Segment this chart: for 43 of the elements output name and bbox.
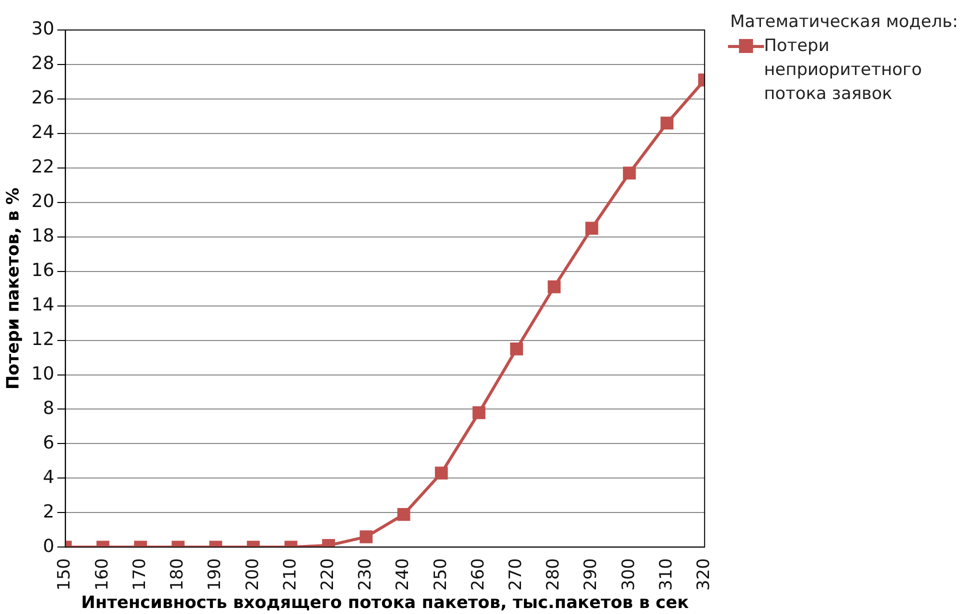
x-tick-label: 240 — [393, 558, 414, 591]
x-tick-label: 180 — [168, 558, 188, 591]
x-tick-label: 220 — [318, 558, 338, 591]
x-tick-label: 260 — [468, 558, 488, 591]
y-axis-title: Потери пакетов, в % — [4, 188, 24, 390]
x-tick-label: 190 — [205, 558, 226, 591]
y-tick-label: 4 — [42, 466, 54, 488]
legend-label: Потери неприоритетного потока заявок — [764, 35, 923, 106]
y-tick-label: 14 — [31, 294, 54, 316]
x-tick-label: 290 — [581, 558, 602, 591]
y-tick-label: 26 — [31, 88, 54, 109]
x-tick-label: 280 — [544, 558, 564, 591]
point — [622, 166, 636, 180]
y-tick-label: 22 — [31, 156, 54, 178]
x-tick-label: 310 — [656, 558, 676, 591]
point — [510, 342, 524, 356]
x-tick-label: 300 — [618, 558, 639, 591]
y-tick-label: 18 — [31, 226, 54, 247]
point — [548, 280, 561, 294]
x-axis-title: Интенсивность входящего потока пакетов, тыс.пакетов в сек — [81, 593, 690, 614]
y-tick-label: 6 — [42, 432, 54, 454]
x-tick-label: 150 — [54, 558, 75, 591]
x-tick-label: 170 — [130, 558, 150, 591]
x-tick-label: 160 — [92, 558, 112, 591]
y-tick-label: 28 — [31, 53, 54, 74]
legend-title: Математическая модель: — [729, 12, 958, 32]
y-tick-label: 0 — [42, 536, 54, 557]
y-tick-label: 20 — [31, 191, 54, 212]
x-tick-label: 230 — [356, 558, 376, 591]
x-tick-label: 320 — [694, 558, 714, 591]
x-tick-label: 250 — [430, 558, 451, 591]
x-tick-label: 200 — [242, 558, 263, 591]
y-tick-label: 24 — [31, 122, 54, 144]
y-tick-label: 10 — [31, 363, 54, 384]
y-tick-label: 2 — [42, 501, 54, 522]
x-tick-label: 210 — [280, 558, 300, 591]
y-tick-label: 12 — [31, 328, 54, 350]
y-tick-label: 30 — [31, 18, 54, 40]
point — [660, 116, 674, 130]
y-tick-label: 16 — [31, 260, 54, 282]
y-tick-label: 8 — [42, 398, 54, 419]
point — [585, 222, 598, 235]
x-tick-label: 270 — [506, 558, 526, 591]
